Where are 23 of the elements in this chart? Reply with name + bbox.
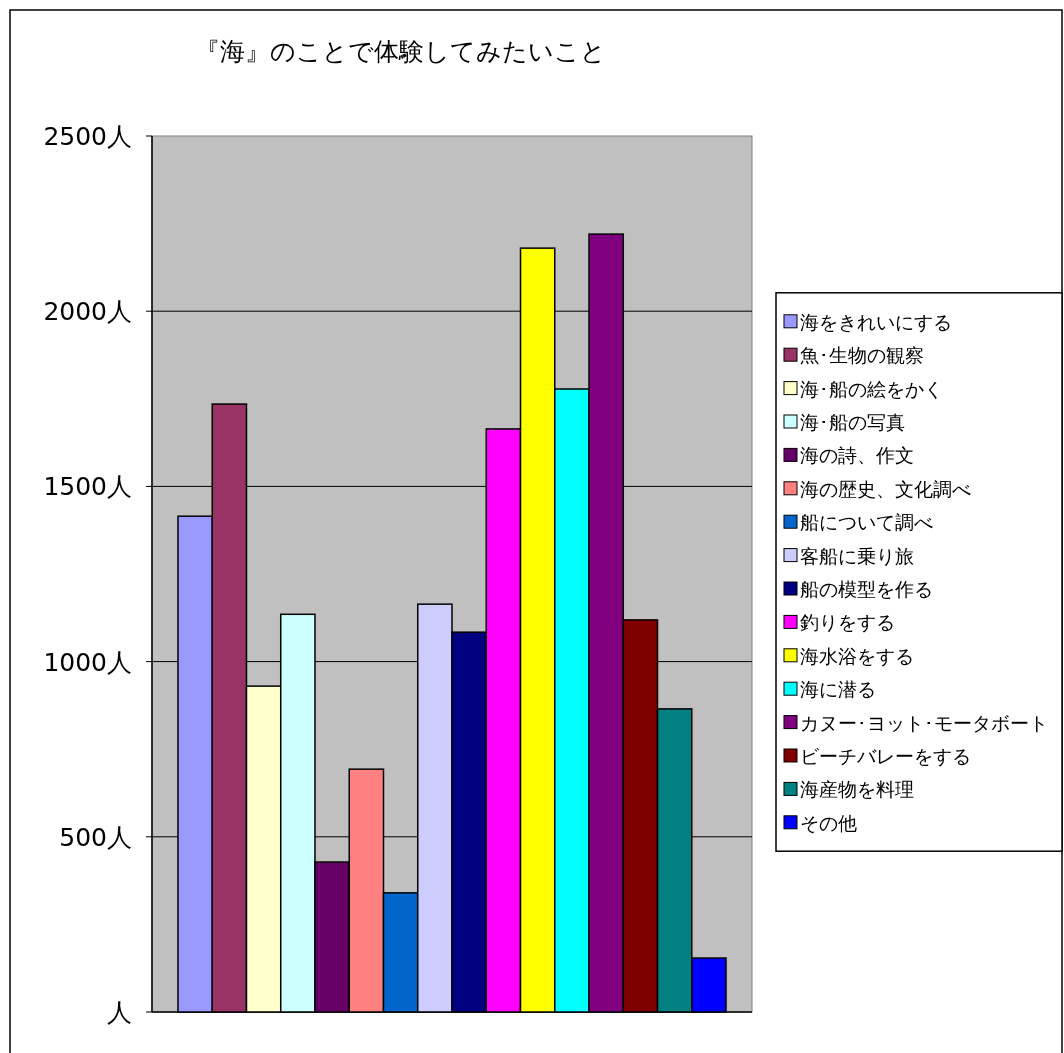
legend-label: 船の模型を作る xyxy=(800,579,933,600)
legend-label: 客船に乗り旅 xyxy=(800,545,914,567)
y-tick-label: 1000人 xyxy=(43,647,132,677)
legend-label: 釣りをする xyxy=(800,612,895,634)
legend-label: 魚･生物の観察 xyxy=(800,345,924,367)
legend-label: その他 xyxy=(800,812,857,834)
legend-label: 海･船の写真 xyxy=(800,412,905,433)
y-tick-label: 2000人 xyxy=(43,297,132,327)
legend-label: 海をきれいにする xyxy=(800,311,952,333)
legend-label: 海･船の絵をかく xyxy=(800,378,943,400)
legend-label: カヌー･ヨット･モータボート xyxy=(800,712,1048,734)
legend-label: ビーチバレーをする xyxy=(800,746,971,767)
y-tick-label: 人 xyxy=(107,998,132,1027)
legend-label: 船について調べ xyxy=(800,512,933,534)
legend-label: 海に潜る xyxy=(800,679,876,701)
y-tick-label: 2500人 xyxy=(43,122,132,151)
legend-label: 海の詩、作文 xyxy=(800,445,914,467)
legend-label: 海産物を料理 xyxy=(800,779,914,801)
y-tick-label: 500人 xyxy=(59,822,132,852)
y-tick-label: 1500人 xyxy=(43,472,132,502)
legend-label: 海水浴をする xyxy=(800,645,914,667)
chart-title: 『海』のことで体験してみたいこと xyxy=(194,37,606,66)
legend-label: 海の歴史、文化調べ xyxy=(800,478,971,500)
